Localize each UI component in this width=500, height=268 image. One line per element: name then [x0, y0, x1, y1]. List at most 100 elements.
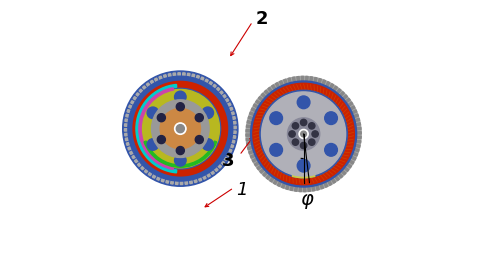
- Polygon shape: [227, 103, 231, 106]
- Circle shape: [195, 114, 203, 122]
- Circle shape: [174, 123, 186, 134]
- Polygon shape: [133, 96, 138, 100]
- Polygon shape: [208, 81, 212, 86]
- Polygon shape: [222, 95, 226, 99]
- Polygon shape: [356, 140, 361, 143]
- Circle shape: [202, 107, 213, 118]
- Polygon shape: [156, 176, 160, 180]
- Polygon shape: [264, 90, 269, 95]
- Polygon shape: [354, 118, 360, 122]
- Circle shape: [298, 96, 310, 109]
- Polygon shape: [299, 187, 302, 192]
- Circle shape: [176, 147, 184, 155]
- Polygon shape: [231, 140, 235, 143]
- Polygon shape: [356, 136, 361, 139]
- Wedge shape: [292, 172, 315, 178]
- Polygon shape: [252, 158, 258, 162]
- Polygon shape: [164, 75, 166, 79]
- Wedge shape: [144, 141, 216, 167]
- Polygon shape: [124, 124, 128, 126]
- Polygon shape: [345, 98, 350, 103]
- Polygon shape: [230, 144, 234, 148]
- Polygon shape: [352, 152, 358, 156]
- Circle shape: [300, 119, 307, 126]
- Circle shape: [324, 143, 338, 156]
- Polygon shape: [224, 99, 228, 102]
- Polygon shape: [139, 89, 143, 93]
- Polygon shape: [126, 138, 129, 141]
- Circle shape: [128, 76, 233, 181]
- Polygon shape: [254, 162, 260, 166]
- Polygon shape: [168, 74, 171, 77]
- Polygon shape: [185, 181, 188, 184]
- Polygon shape: [125, 119, 128, 122]
- Wedge shape: [136, 84, 176, 173]
- Circle shape: [174, 155, 186, 166]
- Polygon shape: [130, 151, 134, 154]
- Polygon shape: [308, 187, 310, 191]
- Circle shape: [253, 83, 354, 185]
- Circle shape: [176, 103, 184, 111]
- Circle shape: [195, 136, 203, 144]
- Polygon shape: [229, 107, 233, 111]
- Polygon shape: [290, 185, 294, 191]
- Polygon shape: [248, 146, 252, 150]
- Polygon shape: [182, 73, 185, 76]
- Polygon shape: [356, 132, 361, 134]
- Circle shape: [299, 129, 308, 139]
- Circle shape: [270, 143, 282, 156]
- Polygon shape: [198, 177, 202, 181]
- Circle shape: [289, 131, 295, 137]
- Polygon shape: [304, 187, 306, 192]
- Polygon shape: [126, 114, 130, 117]
- Polygon shape: [224, 157, 228, 161]
- Polygon shape: [326, 82, 330, 87]
- Polygon shape: [278, 181, 281, 186]
- Polygon shape: [333, 86, 338, 91]
- Polygon shape: [204, 79, 208, 83]
- Polygon shape: [288, 78, 291, 83]
- Polygon shape: [252, 108, 256, 112]
- Polygon shape: [312, 186, 315, 191]
- Polygon shape: [246, 142, 252, 145]
- Circle shape: [202, 139, 213, 150]
- Polygon shape: [338, 173, 342, 178]
- Polygon shape: [146, 83, 150, 87]
- Polygon shape: [216, 87, 220, 92]
- Circle shape: [312, 131, 318, 137]
- Polygon shape: [194, 179, 197, 183]
- Polygon shape: [136, 93, 140, 97]
- Polygon shape: [320, 184, 324, 189]
- Circle shape: [250, 81, 356, 187]
- Polygon shape: [228, 149, 232, 152]
- Polygon shape: [274, 179, 278, 184]
- Polygon shape: [130, 101, 135, 105]
- Wedge shape: [139, 88, 173, 169]
- Polygon shape: [356, 123, 360, 126]
- Polygon shape: [124, 129, 128, 131]
- Circle shape: [246, 76, 361, 192]
- Circle shape: [160, 109, 200, 149]
- Polygon shape: [200, 77, 204, 81]
- Circle shape: [158, 114, 166, 122]
- Polygon shape: [352, 110, 357, 114]
- Circle shape: [308, 139, 315, 145]
- Circle shape: [298, 159, 310, 172]
- Polygon shape: [316, 185, 319, 190]
- Polygon shape: [297, 77, 300, 81]
- Circle shape: [158, 136, 166, 144]
- Polygon shape: [351, 156, 356, 160]
- Polygon shape: [202, 175, 206, 179]
- Polygon shape: [257, 165, 262, 170]
- Circle shape: [152, 100, 209, 157]
- Polygon shape: [272, 85, 276, 90]
- Polygon shape: [340, 92, 344, 96]
- Circle shape: [140, 88, 220, 169]
- Polygon shape: [346, 163, 352, 168]
- Polygon shape: [282, 183, 286, 188]
- Polygon shape: [318, 79, 322, 84]
- Polygon shape: [256, 100, 260, 105]
- Polygon shape: [270, 177, 274, 182]
- Circle shape: [262, 92, 345, 176]
- Polygon shape: [144, 169, 148, 173]
